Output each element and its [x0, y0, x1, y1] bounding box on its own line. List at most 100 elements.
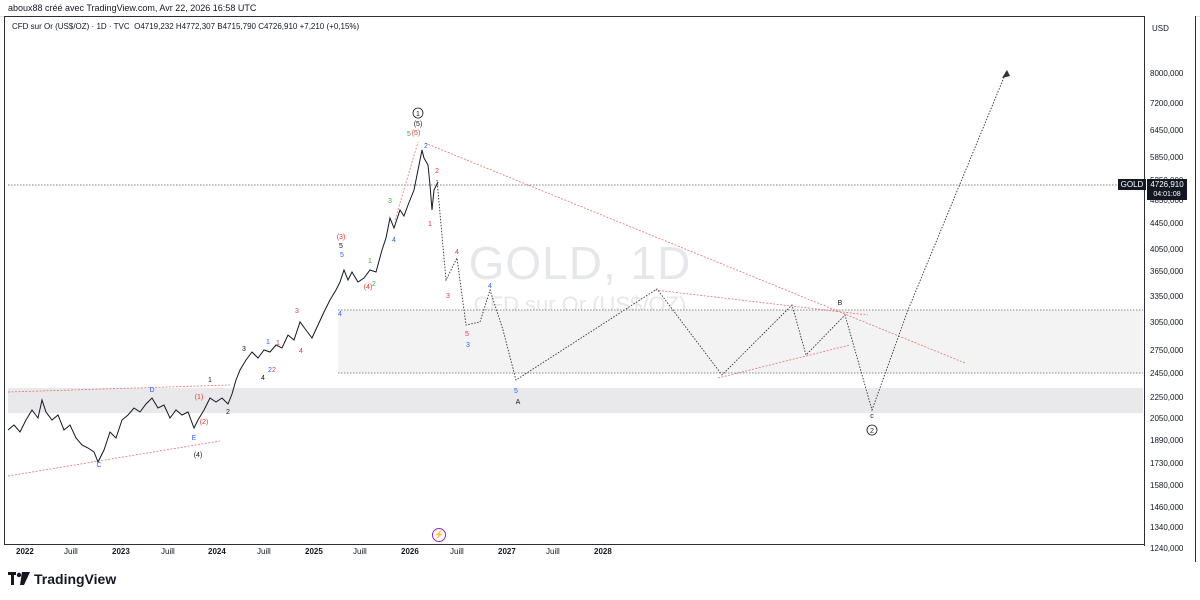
- symbol-legend[interactable]: CFD sur Or (US$/OZ) · 1D · TVC O4719,232…: [12, 22, 359, 31]
- tradingview-brand-name: TradingView: [34, 571, 117, 587]
- price-axis-label: 8000,000: [1150, 69, 1184, 78]
- price-axis-label: 1240,000: [1150, 544, 1184, 553]
- sub-wave-label: 3: [242, 346, 246, 353]
- bottom-brand-bar: [0, 562, 1200, 600]
- wave-p4-label: (4): [194, 452, 203, 459]
- sub-wave-label: 2: [226, 409, 230, 416]
- time-axis-label: 2023: [112, 547, 130, 556]
- sub-wave-label: 4: [299, 348, 303, 355]
- price-axis-label: 4850,000: [1150, 196, 1184, 205]
- sub-wave-label: 2: [372, 281, 376, 288]
- wave-c-blue-label: C: [96, 462, 101, 469]
- price-axis-label: 6450,000: [1150, 126, 1184, 135]
- projection-path: [436, 69, 1008, 412]
- symbol-watermark: GOLD, 1D: [468, 237, 692, 289]
- price-axis-label: 1460,000: [1150, 503, 1184, 512]
- sub-wave-label: 3: [388, 198, 392, 205]
- sub-wave-label: 2: [272, 367, 276, 374]
- time-axis-label: Juill: [353, 547, 367, 556]
- current-symbol-tag: GOLD: [1118, 179, 1146, 190]
- price-axis-label: 1580,000: [1150, 481, 1184, 490]
- trendline-triangle-top: [654, 289, 869, 316]
- wave-c-label: c: [870, 413, 874, 420]
- time-axis-label: Juill: [257, 547, 271, 556]
- sub-wave-label: 1: [266, 339, 270, 346]
- price-axis-label: 7200,000: [1150, 99, 1184, 108]
- sub-wave-label: 2: [424, 143, 428, 150]
- projection-arrow-head: [1002, 70, 1010, 78]
- wave-p4-red-label: (4): [364, 284, 373, 291]
- tradingview-logo[interactable]: TradingView: [8, 571, 116, 587]
- sub-wave-label: 4: [261, 375, 265, 382]
- price-axis-label: 2450,000: [1150, 369, 1184, 378]
- trendline-lower-left: [7, 440, 221, 477]
- time-axis-label: Juill: [161, 547, 175, 556]
- sub-wave-label: 3: [446, 293, 450, 300]
- currency-label: USD: [1152, 24, 1169, 33]
- price-axis-label: 4050,000: [1150, 245, 1184, 254]
- time-axis-label: 2025: [305, 547, 323, 556]
- time-axis-label: Juill: [450, 547, 464, 556]
- sub-wave-label: 4: [488, 283, 492, 290]
- lightning-icon[interactable]: ⚡: [432, 528, 446, 542]
- price-series: [7, 149, 439, 464]
- sub-wave-label: 2: [435, 168, 439, 175]
- time-axis-label: Juill: [64, 547, 78, 556]
- trendline-wedge: [394, 141, 419, 221]
- wave-p1-label: (1): [195, 394, 204, 401]
- time-axis-label: 2027: [498, 547, 516, 556]
- time-axis-label: 2028: [594, 547, 612, 556]
- wave-p3-label: (3): [337, 234, 346, 241]
- wave-5-red-label: (5): [412, 130, 421, 137]
- price-axis-label: 1890,000: [1150, 436, 1184, 445]
- sub-wave-label: 1: [368, 258, 372, 265]
- tradingview-logo-icon: [8, 572, 30, 586]
- major-wave-2-label: 2: [870, 428, 874, 435]
- sub-wave-label: 4: [455, 249, 459, 256]
- wave-a-label: A: [516, 399, 521, 406]
- upper-zone: [338, 310, 1143, 373]
- lower-zone: [8, 388, 1143, 413]
- attribution-text: aboux88 créé avec TradingView.com, Avr 2…: [8, 3, 257, 13]
- time-axis[interactable]: [4, 544, 1144, 563]
- sub-wave-label: 5: [407, 131, 411, 138]
- wave-5-sub-label: (5): [414, 121, 423, 128]
- sub-wave-label: 5: [465, 331, 469, 338]
- price-axis-label: 2250,000: [1150, 393, 1184, 402]
- ohlc-values: O4719,232 H4772,307 B4715,790 C4726,910 …: [134, 22, 360, 31]
- price-axis-label: 2050,000: [1150, 414, 1184, 423]
- chart-pane[interactable]: [4, 16, 1196, 564]
- sub-wave-label: 5: [514, 388, 518, 395]
- price-axis-label: 3350,000: [1150, 292, 1184, 301]
- sub-wave-label: 2: [268, 367, 272, 374]
- trendline-top-descending: [424, 142, 966, 364]
- sub-wave-label: 1: [208, 377, 212, 384]
- sub-wave-label: 1: [276, 340, 280, 347]
- wave-p2-label: (2): [200, 419, 209, 426]
- wave-d-label: D: [149, 387, 154, 394]
- major-wave-1-circle: [412, 107, 424, 119]
- time-axis-label: Juill: [546, 547, 560, 556]
- price-axis-label: 5850,000: [1150, 153, 1184, 162]
- wave-b-label: B: [838, 300, 843, 307]
- time-axis-label: 2026: [401, 547, 419, 556]
- current-price-tag: 4726,910: [1147, 179, 1187, 190]
- price-axis[interactable]: [1144, 16, 1195, 546]
- sub-wave-label: 4: [338, 311, 342, 318]
- major-wave-1-label: 1: [416, 111, 420, 118]
- major-wave-2-circle: [866, 424, 878, 436]
- symbol-line: CFD sur Or (US$/OZ) · 1D · TVC: [12, 22, 130, 31]
- price-axis-label: 1340,000: [1150, 523, 1184, 532]
- price-axis-label: 2750,000: [1150, 346, 1184, 355]
- price-axis-label: 1730,000: [1150, 459, 1184, 468]
- sub-wave-label: 5: [340, 252, 344, 259]
- sub-wave-label: 5: [339, 243, 343, 250]
- trendline-triangle-bottom: [717, 344, 851, 379]
- wave-e-label: E: [192, 435, 197, 442]
- time-axis-label: 2024: [208, 547, 226, 556]
- sub-wave-label: 4: [392, 237, 396, 244]
- sub-wave-label: 3: [466, 342, 470, 349]
- sub-wave-label: 3: [295, 308, 299, 315]
- price-axis-label: 3650,000: [1150, 267, 1184, 276]
